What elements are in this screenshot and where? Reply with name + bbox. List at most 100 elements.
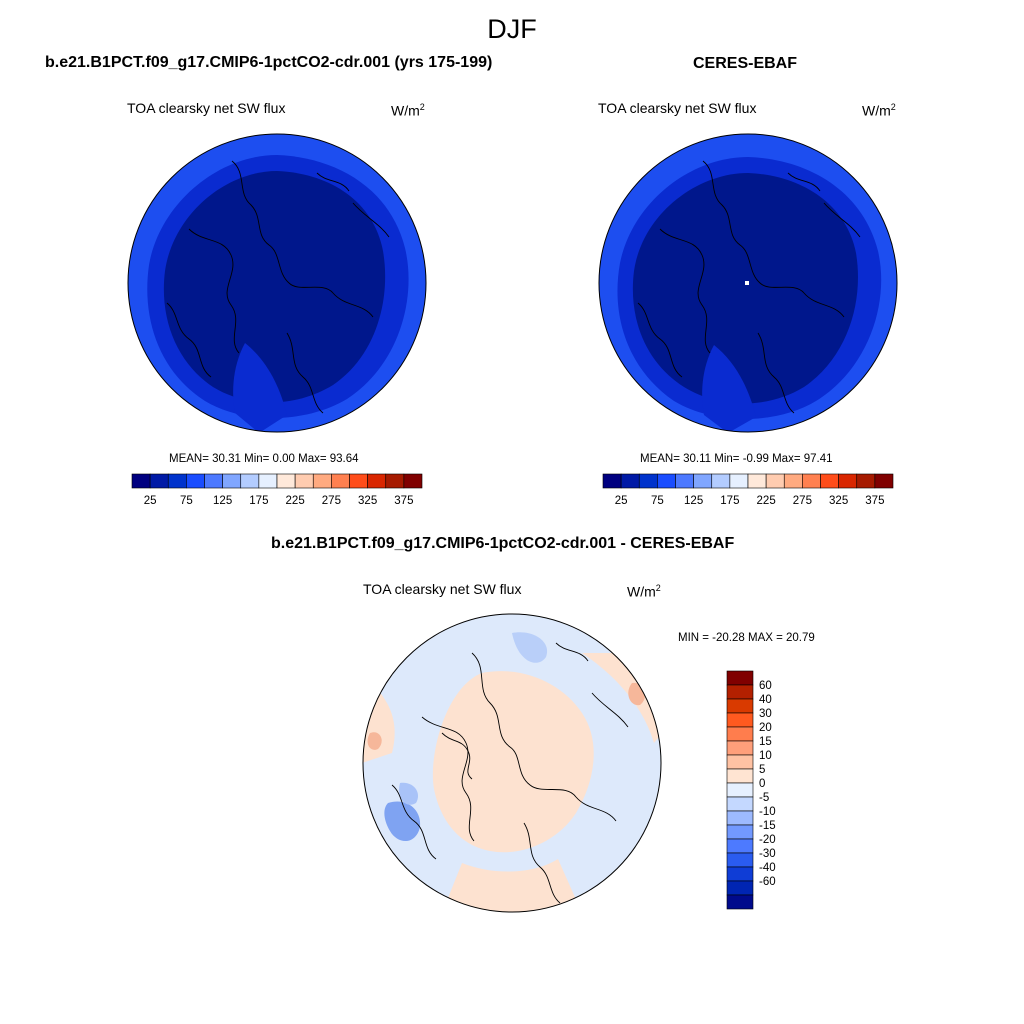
- obs-colorbar-box: [838, 473, 858, 489]
- diff-colorbar-tick-label: 30: [759, 708, 772, 720]
- model-colorbar-box: [131, 473, 151, 489]
- obs-stats: MEAN= 30.11 Min= -0.99 Max= 97.41: [640, 453, 833, 465]
- obs-colorbar-tick-label: 25: [615, 495, 628, 507]
- model-colorbar-box: [240, 473, 260, 489]
- diff-colorbar-tick-label: 15: [759, 736, 772, 748]
- season-title: DJF: [487, 14, 537, 44]
- model-unit-label: W/m2: [391, 102, 425, 119]
- obs-colorbar-tick-label: 225: [757, 495, 776, 507]
- diff-colorbar-tick-label: 10: [759, 750, 772, 762]
- model-colorbar-box: [204, 473, 223, 489]
- diff-positive-core: [432, 671, 594, 853]
- obs-colorbar-box: [620, 473, 640, 489]
- diff-polar-map: [362, 613, 662, 913]
- diff-cool-spot-1: [384, 801, 421, 842]
- diff-colorbar-box: [726, 740, 754, 756]
- obs-colorbar: 25 75 125 175 225 275 325 375: [602, 473, 894, 507]
- model-colorbar-tick-label: 125: [213, 495, 232, 507]
- obs-colorbar-box: [747, 473, 767, 489]
- obs-colorbar-box: [693, 473, 713, 489]
- obs-colorbar-box: [729, 473, 749, 489]
- obs-colorbar-tick-label: 325: [829, 495, 848, 507]
- diff-colorbar-tick-label: -10: [759, 806, 776, 818]
- model-colorbar-tick-label: 325: [358, 495, 377, 507]
- model-colorbar-box: [367, 473, 387, 489]
- obs-deep-core: [632, 173, 858, 404]
- diff-colorbar-box: [726, 768, 754, 784]
- diff-colorbar-tick-label: -5: [759, 792, 769, 804]
- obs-colorbar-tick-label: 175: [720, 495, 739, 507]
- obs-panel-title: CERES-EBAF: [693, 55, 798, 72]
- diff-colorbar-tick-label: 0: [759, 778, 765, 790]
- model-stats: MEAN= 30.31 Min= 0.00 Max= 93.64: [169, 453, 359, 465]
- model-colorbar-tick-label: 375: [394, 495, 413, 507]
- model-colorbar-tick-label: 175: [249, 495, 268, 507]
- model-colorbar-tick-label: 275: [322, 495, 341, 507]
- diff-variable-label: TOA clearsky net SW flux: [363, 581, 522, 597]
- model-colorbar-box: [349, 473, 368, 489]
- obs-colorbar-box: [602, 473, 622, 489]
- obs-colorbar-box: [802, 473, 821, 489]
- model-colorbar-box: [258, 473, 278, 489]
- model-colorbar-box: [222, 473, 242, 489]
- diff-colorbar-box: [726, 852, 754, 868]
- diff-colorbar-tick-label: 20: [759, 722, 772, 734]
- model-variable-label: TOA clearsky net SW flux: [127, 100, 286, 116]
- model-colorbar-box: [331, 473, 350, 489]
- obs-colorbar-box: [657, 473, 676, 489]
- model-colorbar-tick-label: 75: [180, 495, 193, 507]
- diff-stats: MIN = -20.28 MAX = 20.79: [678, 632, 815, 644]
- diff-colorbar-box: [726, 880, 754, 896]
- model-colorbar-box: [403, 473, 423, 489]
- model-colorbar-box: [149, 473, 169, 489]
- obs-colorbar-tick-label: 275: [793, 495, 812, 507]
- diff-colorbar-box: [726, 796, 754, 812]
- diff-colorbar-tick-label: -40: [759, 862, 776, 874]
- diff-colorbar-box: [726, 894, 754, 910]
- diff-colorbar-box: [726, 824, 754, 840]
- diff-cool-spot-2: [399, 782, 419, 805]
- diff-colorbar-box: [726, 838, 754, 854]
- diff-colorbar-tick-label: -60: [759, 876, 776, 888]
- model-colorbar: 25 75 125 175 225 275 325 375: [131, 473, 423, 507]
- model-colorbar-box: [167, 473, 187, 489]
- diff-colorbar-box: [726, 726, 754, 742]
- model-colorbar-box: [312, 473, 332, 489]
- diff-colorbar-tick-label: -30: [759, 848, 776, 860]
- obs-colorbar-box: [711, 473, 731, 489]
- diff-colorbar-box: [726, 698, 754, 714]
- obs-colorbar-box: [820, 473, 839, 489]
- diff-colorbar-tick-label: 60: [759, 680, 772, 692]
- diff-colorbar-tick-label: 5: [759, 764, 765, 776]
- model-polar-map: [127, 133, 427, 433]
- model-colorbar-box: [294, 473, 314, 489]
- obs-colorbar-box: [638, 473, 658, 489]
- diff-colorbar-tick-label: -20: [759, 834, 776, 846]
- obs-colorbar-box: [783, 473, 803, 489]
- model-colorbar-box: [385, 473, 405, 489]
- obs-colorbar-tick-label: 375: [865, 495, 884, 507]
- obs-colorbar-box: [765, 473, 785, 489]
- diff-colorbar-box: [726, 810, 754, 826]
- obs-colorbar-tick-label: 75: [651, 495, 664, 507]
- obs-colorbar-box: [675, 473, 694, 489]
- obs-coastlines: [637, 160, 861, 414]
- model-coastlines: [166, 160, 390, 414]
- model-colorbar-tick-label: 225: [286, 495, 305, 507]
- obs-colorbar-tick-label: 125: [684, 495, 703, 507]
- obs-missing-pole-cell: [745, 281, 749, 285]
- obs-polar-map: [598, 133, 898, 433]
- model-panel-title: b.e21.B1PCT.f09_g17.CMIP6-1pctCO2-cdr.00…: [45, 54, 493, 71]
- diff-cool-spot-3: [512, 632, 548, 663]
- model-colorbar-tick-label: 25: [144, 495, 157, 507]
- diff-positive-south: [442, 859, 582, 912]
- diff-colorbar-box: [726, 754, 754, 770]
- diff-coastlines: [391, 642, 629, 904]
- model-ocean-tongue: [233, 343, 287, 432]
- diff-colorbar-box: [726, 684, 754, 700]
- diff-colorbar-tick-label: 40: [759, 694, 772, 706]
- diff-unit-label: W/m2: [627, 583, 661, 600]
- diff-colorbar-box: [726, 866, 754, 882]
- diff-colorbar-box: [726, 670, 754, 686]
- diff-panel-title: b.e21.B1PCT.f09_g17.CMIP6-1pctCO2-cdr.00…: [271, 535, 735, 552]
